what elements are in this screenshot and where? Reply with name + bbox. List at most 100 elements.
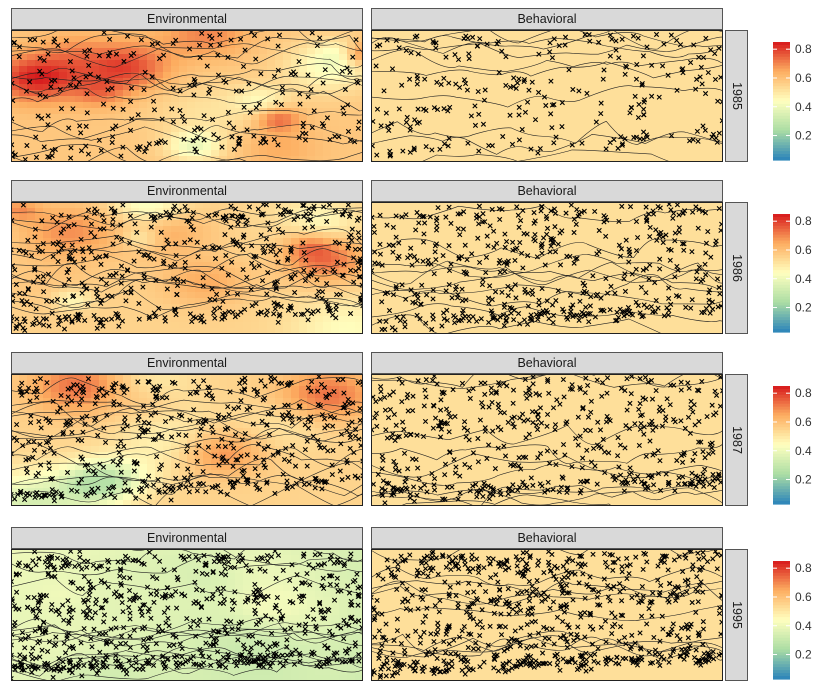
observation-point — [189, 215, 195, 221]
surface-cell — [379, 316, 388, 323]
surface-cell — [587, 126, 596, 133]
surface-cell — [427, 102, 436, 109]
surface-cell — [307, 328, 316, 334]
surface-cell — [203, 66, 212, 73]
surface-cell — [715, 90, 723, 97]
surface-cell — [11, 96, 20, 103]
surface-cell — [99, 126, 108, 133]
surface-cell — [699, 226, 708, 233]
surface-cell — [115, 286, 124, 293]
surface-cell — [427, 328, 436, 334]
surface-cell — [427, 232, 436, 239]
surface-cell — [483, 226, 492, 233]
surface-cell — [179, 96, 188, 103]
surface-cell — [347, 72, 356, 79]
observation-point — [263, 139, 269, 145]
surface-cell — [99, 66, 108, 73]
surface-cell — [43, 108, 52, 115]
surface-cell — [483, 138, 492, 145]
surface-cell — [75, 202, 84, 209]
observation-point — [345, 102, 351, 108]
surface-cell — [523, 298, 532, 305]
surface-cell — [19, 48, 28, 55]
surface-cell — [379, 48, 388, 55]
surface-cell — [347, 90, 356, 97]
surface-cell — [115, 114, 124, 121]
observation-point — [357, 274, 363, 280]
surface-cell — [507, 42, 516, 49]
surface-cell — [387, 328, 396, 334]
surface-cell — [691, 108, 700, 115]
surface-cell — [99, 268, 108, 275]
surface-cell — [499, 48, 508, 55]
surface-cell — [483, 250, 492, 257]
observation-point — [98, 319, 104, 326]
surface-cell — [499, 316, 508, 323]
surface-cell — [315, 220, 324, 227]
surface-cell — [619, 250, 628, 257]
observation-point — [661, 41, 667, 47]
surface-cell — [147, 66, 156, 73]
surface-cell — [107, 90, 116, 97]
surface-cell — [419, 126, 428, 133]
surface-cell — [259, 78, 268, 85]
observation-point — [282, 207, 289, 213]
surface-cell — [467, 120, 476, 127]
surface-cell — [451, 102, 460, 109]
surface-cell — [371, 298, 380, 305]
surface-cell — [147, 120, 156, 127]
surface-cell — [563, 244, 572, 251]
surface-cell — [571, 60, 580, 67]
surface-cell — [651, 208, 660, 215]
surface-cell — [387, 310, 396, 317]
surface-cell — [187, 328, 196, 334]
surface-cell — [507, 226, 516, 233]
surface-cell — [323, 144, 332, 151]
observation-point — [344, 65, 350, 71]
observation-point — [238, 36, 244, 42]
surface-cell — [195, 304, 204, 311]
observation-point — [191, 82, 197, 88]
surface-cell — [427, 256, 436, 263]
surface-cell — [379, 262, 388, 269]
surface-cell — [251, 102, 260, 109]
surface-cell — [555, 226, 564, 233]
surface-cell — [403, 36, 412, 43]
surface-cell — [11, 238, 20, 245]
surface-cell — [387, 96, 396, 103]
surface-cell — [531, 250, 540, 257]
surface-cell — [371, 238, 380, 245]
surface-cell — [91, 328, 100, 334]
observation-point — [32, 267, 38, 273]
observation-point — [477, 36, 483, 42]
surface-cell — [387, 256, 396, 263]
surface-cell — [491, 292, 500, 299]
surface-cell — [187, 138, 196, 145]
surface-cell — [147, 114, 156, 121]
surface-cell — [659, 60, 668, 67]
observation-point — [543, 102, 549, 109]
surface-cell — [619, 138, 628, 145]
surface-cell — [379, 220, 388, 227]
observation-points — [371, 202, 723, 333]
surface-cell — [51, 208, 60, 215]
surface-cell — [635, 84, 644, 91]
surface-cell — [555, 54, 564, 61]
surface-cell — [435, 298, 444, 305]
observation-point — [119, 273, 125, 279]
surface-cell — [515, 226, 524, 233]
surface-cell — [155, 120, 164, 127]
surface-cell — [555, 310, 564, 317]
surface-cell — [491, 220, 500, 227]
observation-point — [646, 211, 652, 217]
surface-cell — [19, 304, 28, 311]
observation-point — [271, 73, 278, 79]
observation-point — [649, 62, 655, 68]
observation-point — [422, 220, 428, 226]
surface-cell — [379, 78, 388, 85]
surface-cell — [219, 84, 228, 91]
surface-cell — [235, 36, 244, 43]
surface-cell — [531, 286, 540, 293]
surface-cell — [11, 72, 20, 79]
surface-cell — [291, 262, 300, 269]
